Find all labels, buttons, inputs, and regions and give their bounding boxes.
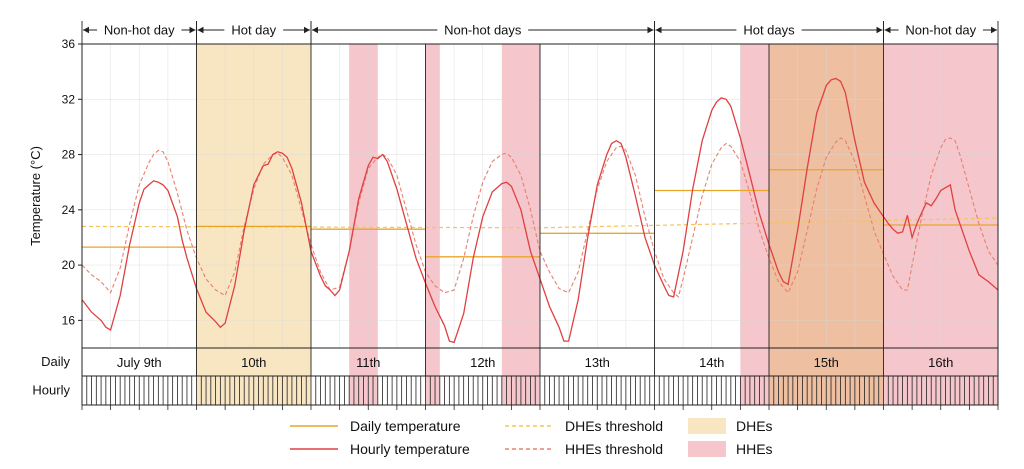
- day-label: July 9th: [117, 355, 162, 370]
- hourly-row-label: Hourly: [32, 383, 70, 398]
- y-tick-label: 36: [62, 37, 76, 51]
- legend-label-hhe: HHEs: [736, 441, 773, 457]
- hourly-temperature-line: [81, 77, 999, 344]
- period-arrow-head: [884, 26, 891, 34]
- hhe-shade: [501, 44, 540, 405]
- day-label: 10th: [241, 355, 266, 370]
- day-label: 16th: [928, 355, 953, 370]
- period-arrow-head: [312, 26, 318, 34]
- period-label: Hot days: [743, 23, 795, 38]
- day-label: 15th: [814, 355, 839, 370]
- day-label: 11th: [356, 355, 380, 370]
- legend-swatch-hhe: [688, 441, 726, 457]
- period-arrow-head: [655, 26, 662, 34]
- period-label: Hot day: [231, 23, 276, 38]
- y-tick-label: 32: [62, 92, 76, 106]
- legend-swatch-dhe: [688, 418, 726, 434]
- period-annotations: Non-hot day Hot day Non-hot days Hot days No…: [81, 21, 999, 44]
- y-tick-label: 24: [62, 203, 76, 217]
- legend-label-daily: Daily temperature: [350, 418, 461, 434]
- period-label: Non-hot day: [905, 23, 976, 38]
- legend: Daily temperature DHEs threshold DHEs Hourl…: [290, 418, 773, 457]
- period-arrow-head: [304, 26, 310, 34]
- day-rows: Daily Hourly July 9th 10th 11th 12th 13th 14th 1…: [32, 348, 999, 410]
- period-label: Non-hot days: [444, 23, 522, 38]
- daily-row-label: Daily: [41, 354, 70, 369]
- hhe-threshold-line: [81, 137, 999, 298]
- y-tick-label: 16: [62, 313, 76, 327]
- legend-label-dhe_thr: DHEs threshold: [565, 418, 663, 434]
- period-arrow-head: [991, 26, 997, 34]
- plot-frame: 16 20 24 28 32 36 Temperature (°C): [28, 37, 999, 376]
- hhe-shade: [740, 44, 769, 405]
- y-tick-label: 20: [62, 258, 76, 272]
- hhe-shade: [425, 44, 440, 405]
- period-arrow-head: [647, 26, 654, 34]
- day-label: 14th: [699, 355, 724, 370]
- y-tick-label: 28: [62, 148, 76, 162]
- day-label: 13th: [585, 355, 610, 370]
- legend-label-hourly: Hourly temperature: [350, 441, 470, 457]
- period-arrow-head: [189, 26, 196, 34]
- legend-label-dhe: DHEs: [736, 418, 773, 434]
- period-label: Non-hot day: [104, 23, 175, 38]
- y-axis-label: Temperature (°C): [28, 146, 43, 246]
- day-label: 12th: [470, 355, 495, 370]
- legend-label-hhe_thr: HHEs threshold: [565, 441, 663, 457]
- period-arrow-head: [197, 26, 204, 34]
- period-arrow-head: [876, 26, 883, 34]
- period-arrow-head: [83, 26, 89, 34]
